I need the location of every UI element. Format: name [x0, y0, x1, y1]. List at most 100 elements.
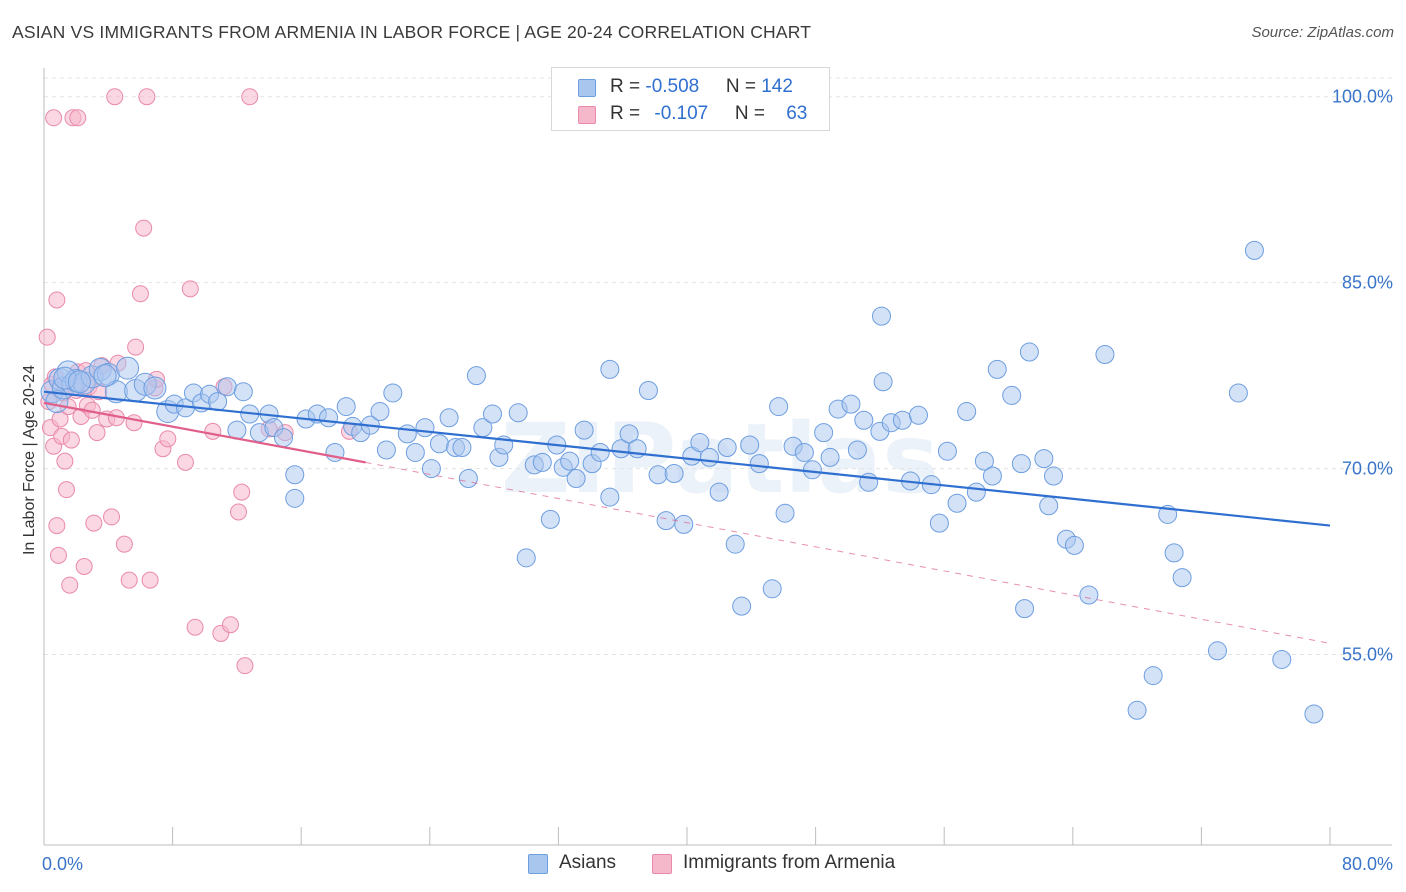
asian-point-75 [638, 380, 658, 400]
armenia-point-36 [125, 414, 143, 432]
asian-point-23 [217, 377, 237, 397]
asian-point-90 [769, 397, 789, 417]
asian-point-86 [732, 596, 752, 616]
armenia-point-60 [38, 328, 56, 346]
asian-point-98 [841, 394, 861, 414]
asian-point-43 [383, 383, 403, 403]
armenia-point-37 [127, 338, 145, 356]
legend-row-armenia: R = -0.107 N = 63 [552, 100, 829, 130]
asian-point-77 [656, 511, 676, 531]
armenia-point-45 [159, 430, 177, 448]
asian-point-31 [285, 488, 305, 508]
asian-point-107 [908, 405, 928, 425]
asian-point-47 [421, 459, 441, 479]
asian-point-60 [516, 548, 536, 568]
asian-point-61 [532, 452, 552, 472]
asian-point-111 [947, 493, 967, 513]
asian-point-120 [1019, 342, 1039, 362]
asian-point-87 [740, 435, 760, 455]
bottom-armenia-label: Immigrants from Armenia [683, 852, 896, 873]
asian-point-81 [690, 433, 710, 453]
asian-point-45 [405, 442, 425, 462]
asian-point-123 [1044, 466, 1064, 486]
asian-point-73 [619, 424, 639, 444]
asian-point-140 [67, 370, 91, 394]
chart-title: ASIAN VS IMMIGRANTS FROM ARMENIA IN LABO… [12, 22, 812, 42]
asian-point-78 [664, 464, 684, 484]
y-tick-label-2: 70.0% [1342, 459, 1393, 479]
legend-armenia-stats: R = -0.107 N = 63 [610, 103, 808, 124]
asian-point-48 [429, 434, 449, 454]
x-tick-label-0: 0.0% [42, 854, 83, 874]
asian-point-131 [1164, 543, 1184, 563]
armenia-point-12 [58, 481, 76, 499]
asian-point-133 [1207, 641, 1227, 661]
asian-point-135 [1244, 240, 1264, 260]
asian-point-55 [482, 404, 502, 424]
bottom-legend-armenia: Immigrants from Armenia [652, 852, 932, 878]
armenia-r-value: -0.107 [654, 103, 709, 124]
asian-point-129 [1143, 666, 1163, 686]
armenia-point-55 [236, 657, 254, 675]
asians-swatch [578, 79, 596, 97]
asian-point-126 [1079, 585, 1099, 605]
armenia-point-26 [88, 424, 106, 442]
armenia-point-35 [120, 571, 138, 589]
asian-point-71 [600, 359, 620, 379]
armenia-point-7 [49, 546, 67, 564]
asian-point-37 [336, 397, 356, 417]
armenia-point-52 [221, 616, 239, 634]
armenia-point-41 [141, 571, 159, 589]
asian-point-114 [974, 451, 994, 471]
asian-point-46 [415, 418, 435, 438]
asian-point-44 [397, 424, 417, 444]
asian-point-122 [1039, 496, 1059, 516]
armenia-point-5 [48, 291, 66, 309]
asian-point-35 [319, 408, 339, 428]
legend-row-asians: R = -0.508 N = 142 [552, 73, 829, 103]
asian-point-141 [93, 364, 117, 388]
armenia-point-53 [230, 503, 248, 521]
asian-point-100 [854, 410, 874, 430]
asian-point-127 [1095, 345, 1115, 365]
asian-point-70 [600, 487, 620, 507]
legend-asians-stats: R = -0.508 N = 142 [610, 76, 793, 97]
asians-trend-line [43, 390, 1331, 527]
y-tick-label-3: 55.0% [1342, 645, 1393, 665]
asian-point-119 [1015, 599, 1035, 619]
asian-point-88 [749, 454, 769, 474]
armenia-point-31 [106, 88, 124, 106]
asian-point-69 [590, 442, 610, 462]
armenia-trend-extension [365, 461, 1331, 644]
asian-point-25 [233, 382, 253, 402]
asian-point-76 [648, 465, 668, 485]
asian-point-41 [370, 402, 390, 422]
asian-point-117 [1002, 385, 1022, 405]
armenia-point-54 [233, 483, 251, 501]
asian-point-62 [540, 509, 560, 529]
chart-source: Source: ZipAtlas.com [1251, 24, 1394, 41]
x-tick-label-1: 80.0% [1342, 854, 1393, 874]
asian-point-42 [376, 440, 396, 460]
asian-point-32 [285, 465, 305, 485]
y-tick-label-1: 85.0% [1342, 273, 1393, 293]
asian-point-49 [439, 408, 459, 428]
asians-n-value: 142 [761, 76, 793, 97]
asian-point-53 [466, 366, 486, 386]
asian-point-136 [1272, 649, 1292, 669]
asian-point-134 [1228, 383, 1248, 403]
asian-point-89 [762, 579, 782, 599]
armenia-point-14 [61, 576, 79, 594]
armenia-point-15 [62, 431, 80, 449]
armenia-point-20 [75, 557, 93, 575]
armenia-trend-line [43, 401, 366, 464]
asian-point-58 [508, 403, 528, 423]
asian-point-103 [873, 372, 893, 392]
asian-point-95 [814, 423, 834, 443]
armenia-point-30 [103, 508, 121, 526]
asian-point-94 [802, 460, 822, 480]
asian-point-118 [1011, 454, 1031, 474]
asian-point-93 [794, 442, 814, 462]
asian-point-66 [566, 468, 586, 488]
